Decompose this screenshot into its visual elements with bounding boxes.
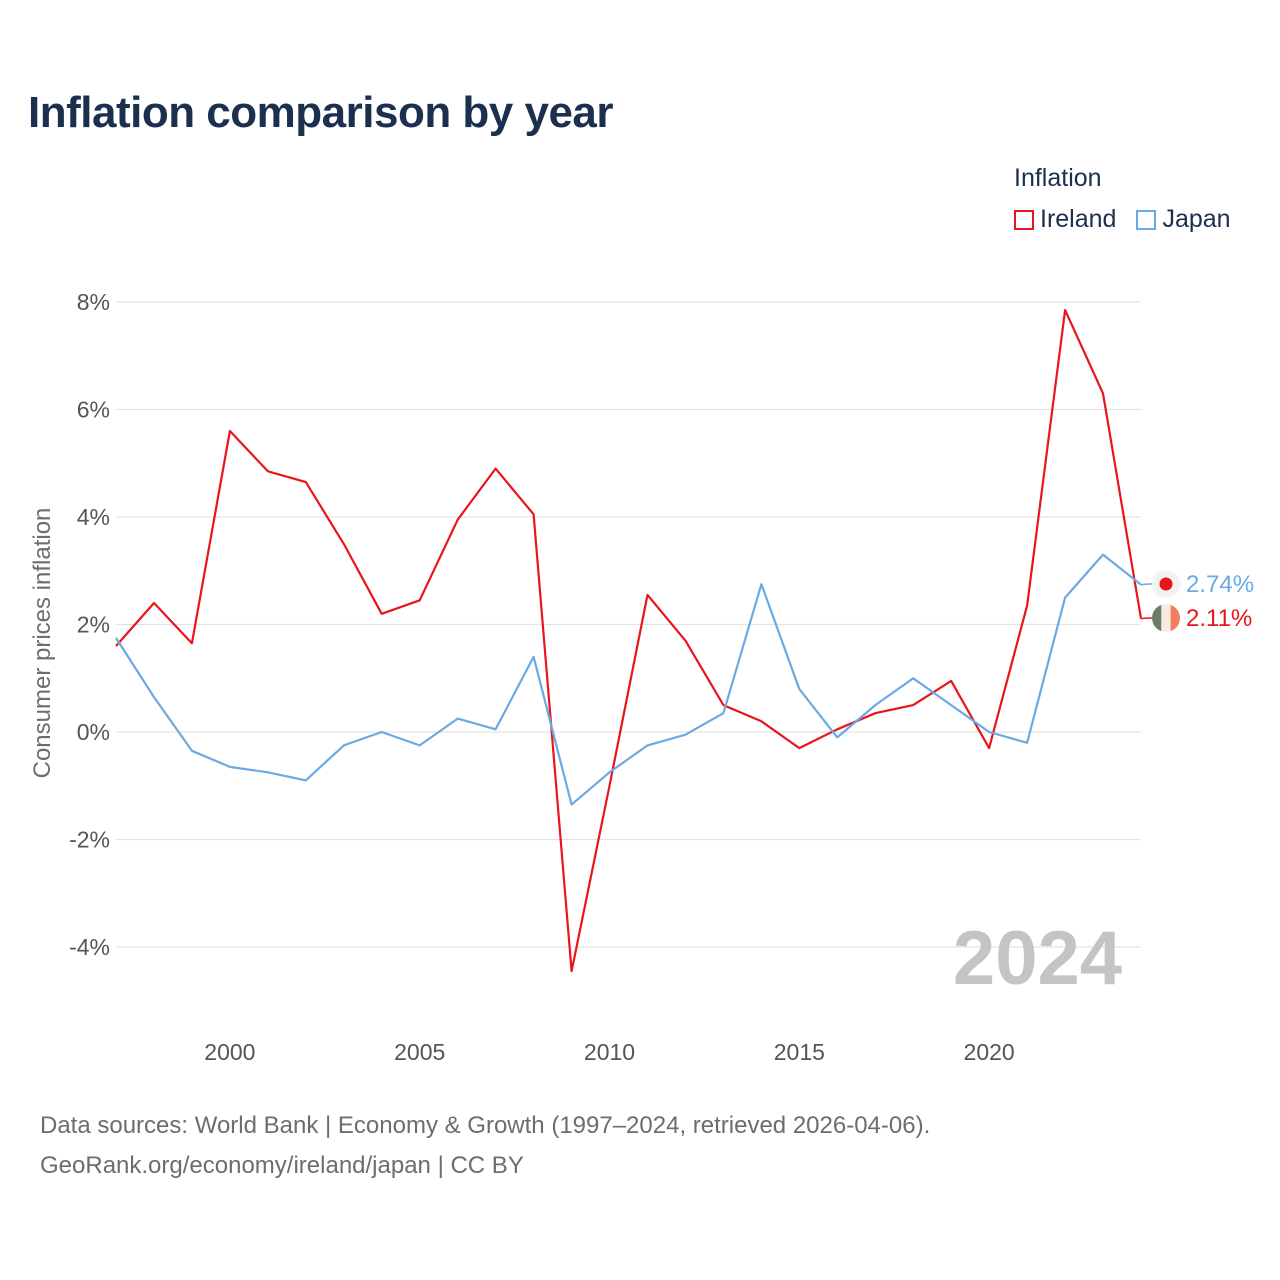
series-lines <box>115 309 1152 973</box>
y-tick-label: -2% <box>69 827 110 853</box>
series-line-ireland[interactable] <box>115 309 1143 973</box>
legend-swatch-japan <box>1136 209 1157 230</box>
legend-item-japan[interactable]: Japan <box>1136 205 1231 234</box>
footer-link[interactable]: GeoRank.org/economy/ireland/japan | CC B… <box>40 1152 524 1179</box>
legend-swatch-ireland <box>1014 209 1034 230</box>
y-axis-label: Consumer prices inflation <box>29 508 56 779</box>
end-connector-ireland <box>1140 617 1152 620</box>
x-axis-ticks: 2000 2005 2010 2015 2020 <box>204 1039 1014 1065</box>
x-tick-label: 2015 <box>774 1039 825 1065</box>
legend-item-ireland[interactable]: Ireland <box>1014 205 1116 234</box>
y-axis-ticks: -4% -2% 0% 2% 4% 6% 8% <box>69 289 110 960</box>
legend-label-japan: Japan <box>1162 205 1231 233</box>
page-title: Inflation comparison by year <box>28 88 614 137</box>
japan-end-label: 2.74% <box>1186 571 1254 598</box>
y-tick-label: 4% <box>77 504 110 530</box>
legend-label-ireland: Ireland <box>1040 205 1117 233</box>
series-line-japan[interactable] <box>115 553 1142 806</box>
ireland-end-label: 2.11% <box>1186 605 1252 632</box>
footer-sources: Data sources: World Bank | Economy & Gro… <box>40 1112 931 1139</box>
y-tick-label: 8% <box>77 289 110 315</box>
year-watermark: 2024 <box>953 916 1122 1001</box>
y-tick-label: 6% <box>77 397 110 423</box>
footer: Data sources: World Bank | Economy & Gro… <box>40 1106 930 1186</box>
y-tick-label: -4% <box>69 934 110 960</box>
grid-lines <box>116 301 1141 948</box>
x-tick-label: 2000 <box>204 1039 255 1065</box>
end-markers: 2.74% 2.11% <box>1152 570 1254 632</box>
y-tick-label: 0% <box>77 719 110 745</box>
x-tick-label: 2005 <box>394 1039 445 1065</box>
end-connector-japan <box>1140 583 1152 586</box>
legend: Ireland Japan <box>1014 205 1251 234</box>
ireland-flag-icon <box>1152 604 1180 632</box>
x-tick-label: 2010 <box>584 1039 635 1065</box>
japan-flag-dot <box>1159 577 1173 591</box>
x-tick-label: 2020 <box>964 1039 1015 1065</box>
legend-title: Inflation <box>1014 164 1102 192</box>
y-tick-label: 2% <box>77 612 110 638</box>
